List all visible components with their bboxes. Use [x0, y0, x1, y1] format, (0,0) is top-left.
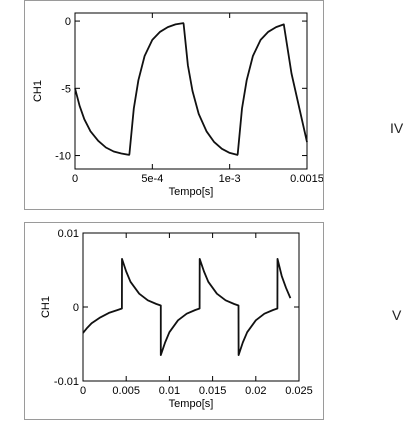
plot-area	[74, 12, 308, 170]
chart-panel-v: 0 0.005 0.01 0.015 0.02 0.025 0.01 0 -0.01 Tempo[…	[24, 222, 324, 420]
x-tick-label: 0.01	[159, 385, 180, 397]
y-tick-label: 0	[73, 302, 79, 314]
x-axis-label: Tempo[s]	[169, 398, 214, 410]
y-tick-label: -0.01	[54, 376, 79, 388]
panel-label-iv: IV	[390, 120, 404, 136]
x-tick-label: 1e-3	[219, 173, 241, 185]
series-line	[82, 258, 292, 357]
y-axis-label: CH1	[32, 80, 44, 102]
plot-area	[82, 232, 300, 382]
y-tick-label: 0.01	[58, 228, 79, 240]
y-tick-label: -10	[55, 151, 71, 163]
x-tick-label: 0.02	[245, 385, 266, 397]
x-tick-label: 0.025	[285, 385, 313, 397]
x-tick-label: 0	[80, 385, 86, 397]
x-tick-label: 0.015	[199, 385, 227, 397]
x-tick-label: 5e-4	[141, 173, 163, 185]
panel-label-v: V	[392, 307, 402, 323]
x-tick-label: 0.0015	[290, 173, 323, 185]
y-tick-label: 0	[65, 16, 71, 28]
chart-iv: 0 5e-4 1e-3 0.0015 0 -5 -10 Tempo[s] CH1	[32, 12, 324, 198]
y-tick-label: -5	[61, 83, 71, 95]
x-axis-label: Tempo[s]	[169, 186, 214, 198]
x-tick-label: 0	[72, 173, 78, 185]
chart-v: 0 0.005 0.01 0.015 0.02 0.0250.010-0.01Tempo[…	[40, 228, 313, 410]
x-tick-label: 0.005	[112, 385, 140, 397]
chart-panel-iv: 0 5e-4 1e-3 0.0015 0 -5 -10 Tempo[s] CH1	[24, 0, 324, 210]
y-axis-label: CH1	[40, 296, 52, 318]
series-line	[74, 22, 308, 156]
